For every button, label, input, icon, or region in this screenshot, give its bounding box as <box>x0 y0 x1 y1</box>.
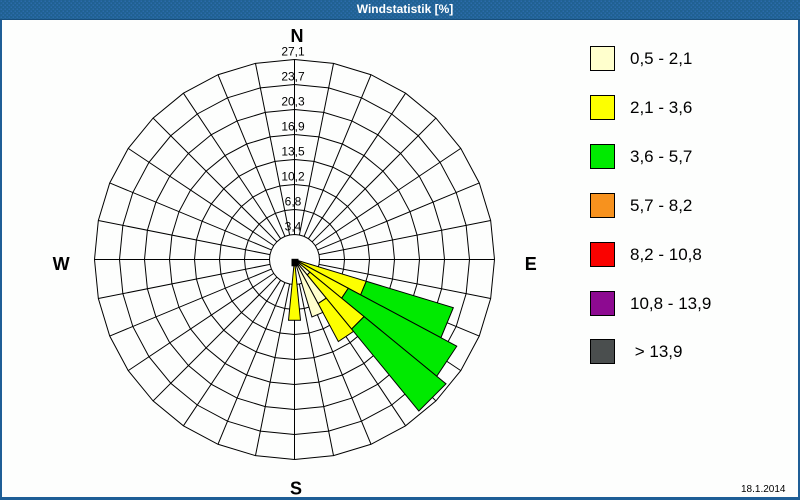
svg-text:10,2: 10,2 <box>281 170 305 184</box>
svg-text:27,1: 27,1 <box>281 45 305 59</box>
svg-text:S: S <box>290 478 302 498</box>
svg-text:16,9: 16,9 <box>281 120 305 134</box>
svg-text:6,8: 6,8 <box>285 195 302 209</box>
svg-text:3,4: 3,4 <box>285 220 302 234</box>
svg-text:23,7: 23,7 <box>281 70 305 84</box>
svg-text:N: N <box>291 26 304 46</box>
svg-text:E: E <box>525 254 537 274</box>
svg-text:13,5: 13,5 <box>281 145 305 159</box>
svg-text:W: W <box>53 254 70 274</box>
svg-text:20,3: 20,3 <box>281 95 305 109</box>
